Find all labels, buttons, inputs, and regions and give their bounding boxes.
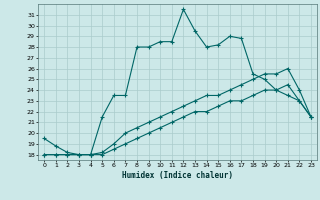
X-axis label: Humidex (Indice chaleur): Humidex (Indice chaleur) xyxy=(122,171,233,180)
